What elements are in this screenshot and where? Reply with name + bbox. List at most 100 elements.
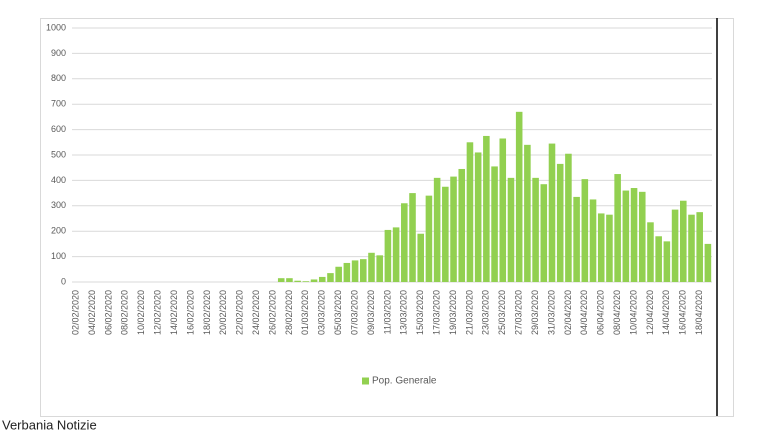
- bar: [597, 213, 605, 282]
- x-tick-label: 12/04/2020: [645, 290, 655, 335]
- y-tick-label: 100: [51, 251, 66, 261]
- y-tick-label: 1000: [46, 22, 66, 32]
- bar: [704, 243, 712, 282]
- bar: [474, 152, 482, 282]
- x-tick-label: 22/02/2020: [235, 290, 245, 335]
- bar: [663, 241, 671, 282]
- bar: [302, 281, 310, 282]
- bar: [335, 266, 342, 282]
- bar: [417, 233, 424, 282]
- bar: [442, 186, 449, 282]
- bar: [343, 262, 351, 282]
- x-tick-label: 12/02/2020: [153, 290, 163, 335]
- y-tick-label: 200: [51, 226, 66, 236]
- bar: [573, 196, 580, 282]
- bar: [376, 255, 383, 282]
- bar: [450, 176, 457, 282]
- x-tick-label: 15/03/2020: [415, 290, 425, 335]
- y-tick-label: 700: [51, 99, 66, 109]
- bar: [524, 144, 531, 282]
- x-tick-label: 01/03/2020: [300, 290, 310, 335]
- bar: [433, 177, 441, 282]
- bar: [491, 166, 498, 282]
- bar: [540, 184, 548, 282]
- chart-border: [40, 18, 734, 417]
- x-tick-label: 09/03/2020: [366, 290, 376, 335]
- y-tick-label: 800: [51, 73, 66, 83]
- bar: [565, 153, 572, 282]
- x-tick-label: 06/02/2020: [103, 290, 113, 335]
- bar: [630, 188, 638, 282]
- bar: [556, 163, 564, 282]
- bar: [409, 193, 416, 282]
- bar: [581, 179, 589, 282]
- bar: [401, 203, 408, 282]
- x-tick-label: 06/04/2020: [596, 290, 606, 335]
- bar: [310, 279, 318, 282]
- x-tick-label: 23/03/2020: [481, 290, 491, 335]
- bar: [614, 174, 621, 282]
- x-tick-label: 11/03/2020: [382, 290, 392, 334]
- y-tick-label: 500: [51, 149, 66, 159]
- bar: [458, 168, 466, 282]
- x-tick-label: 14/04/2020: [661, 290, 671, 335]
- bar: [425, 195, 433, 282]
- y-tick-label: 600: [51, 124, 66, 134]
- bar: [680, 200, 687, 282]
- x-tick-label: 24/02/2020: [251, 290, 261, 335]
- bar: [515, 111, 523, 282]
- y-tick-label: 300: [51, 200, 66, 210]
- x-tick-label: 04/04/2020: [579, 290, 589, 335]
- bar: [507, 177, 515, 282]
- bar: [655, 236, 662, 282]
- x-tick-label: 08/04/2020: [612, 290, 622, 335]
- x-tick-label: 17/03/2020: [432, 290, 442, 335]
- x-tick-label: 04/02/2020: [87, 290, 97, 335]
- bar: [327, 273, 334, 282]
- x-tick-label: 18/02/2020: [202, 290, 212, 335]
- bar: [696, 212, 703, 282]
- x-tick-label: 05/03/2020: [333, 290, 343, 335]
- bar: [548, 143, 556, 282]
- x-tick-label: 31/03/2020: [546, 290, 556, 335]
- x-tick-label: 26/02/2020: [267, 290, 277, 335]
- bar: [606, 214, 613, 282]
- x-tick-label: 28/02/2020: [284, 290, 294, 335]
- footer: Verbania Notizie: [2, 417, 97, 432]
- x-tick-label: 08/02/2020: [120, 290, 130, 335]
- bar: [368, 252, 375, 282]
- legend-swatch: [362, 377, 369, 385]
- y-tick-label: 0: [61, 276, 66, 286]
- x-tick-label: 29/03/2020: [530, 290, 540, 335]
- bar: [286, 278, 293, 282]
- bar: [351, 260, 359, 282]
- bar: [647, 222, 654, 282]
- bar: [638, 191, 646, 282]
- x-tick-label: 19/03/2020: [448, 290, 458, 335]
- bar: [384, 229, 392, 282]
- x-tick-label: 10/02/2020: [136, 290, 146, 335]
- bar: [589, 199, 597, 282]
- bar: [294, 280, 301, 282]
- x-tick-label: 18/04/2020: [694, 290, 704, 335]
- x-tick-label: 27/03/2020: [514, 290, 524, 335]
- x-tick-label: 10/04/2020: [628, 290, 638, 335]
- bar: [671, 209, 679, 282]
- x-tick-label: 14/02/2020: [169, 290, 179, 335]
- bar: [688, 214, 695, 282]
- bar: [499, 138, 507, 282]
- legend-label: Pop. Generale: [372, 376, 437, 387]
- x-tick-label: 02/04/2020: [563, 290, 573, 335]
- x-tick-label: 07/03/2020: [349, 290, 359, 335]
- bar: [466, 142, 474, 282]
- x-tick-label: 16/04/2020: [678, 290, 688, 335]
- x-tick-label: 20/02/2020: [218, 290, 228, 335]
- x-tick-label: 13/03/2020: [399, 290, 409, 335]
- bar: [277, 278, 285, 282]
- bar: [483, 135, 490, 282]
- y-tick-label: 900: [51, 48, 66, 58]
- x-tick-label: 03/03/2020: [317, 290, 327, 335]
- y-tick-label: 400: [51, 175, 66, 185]
